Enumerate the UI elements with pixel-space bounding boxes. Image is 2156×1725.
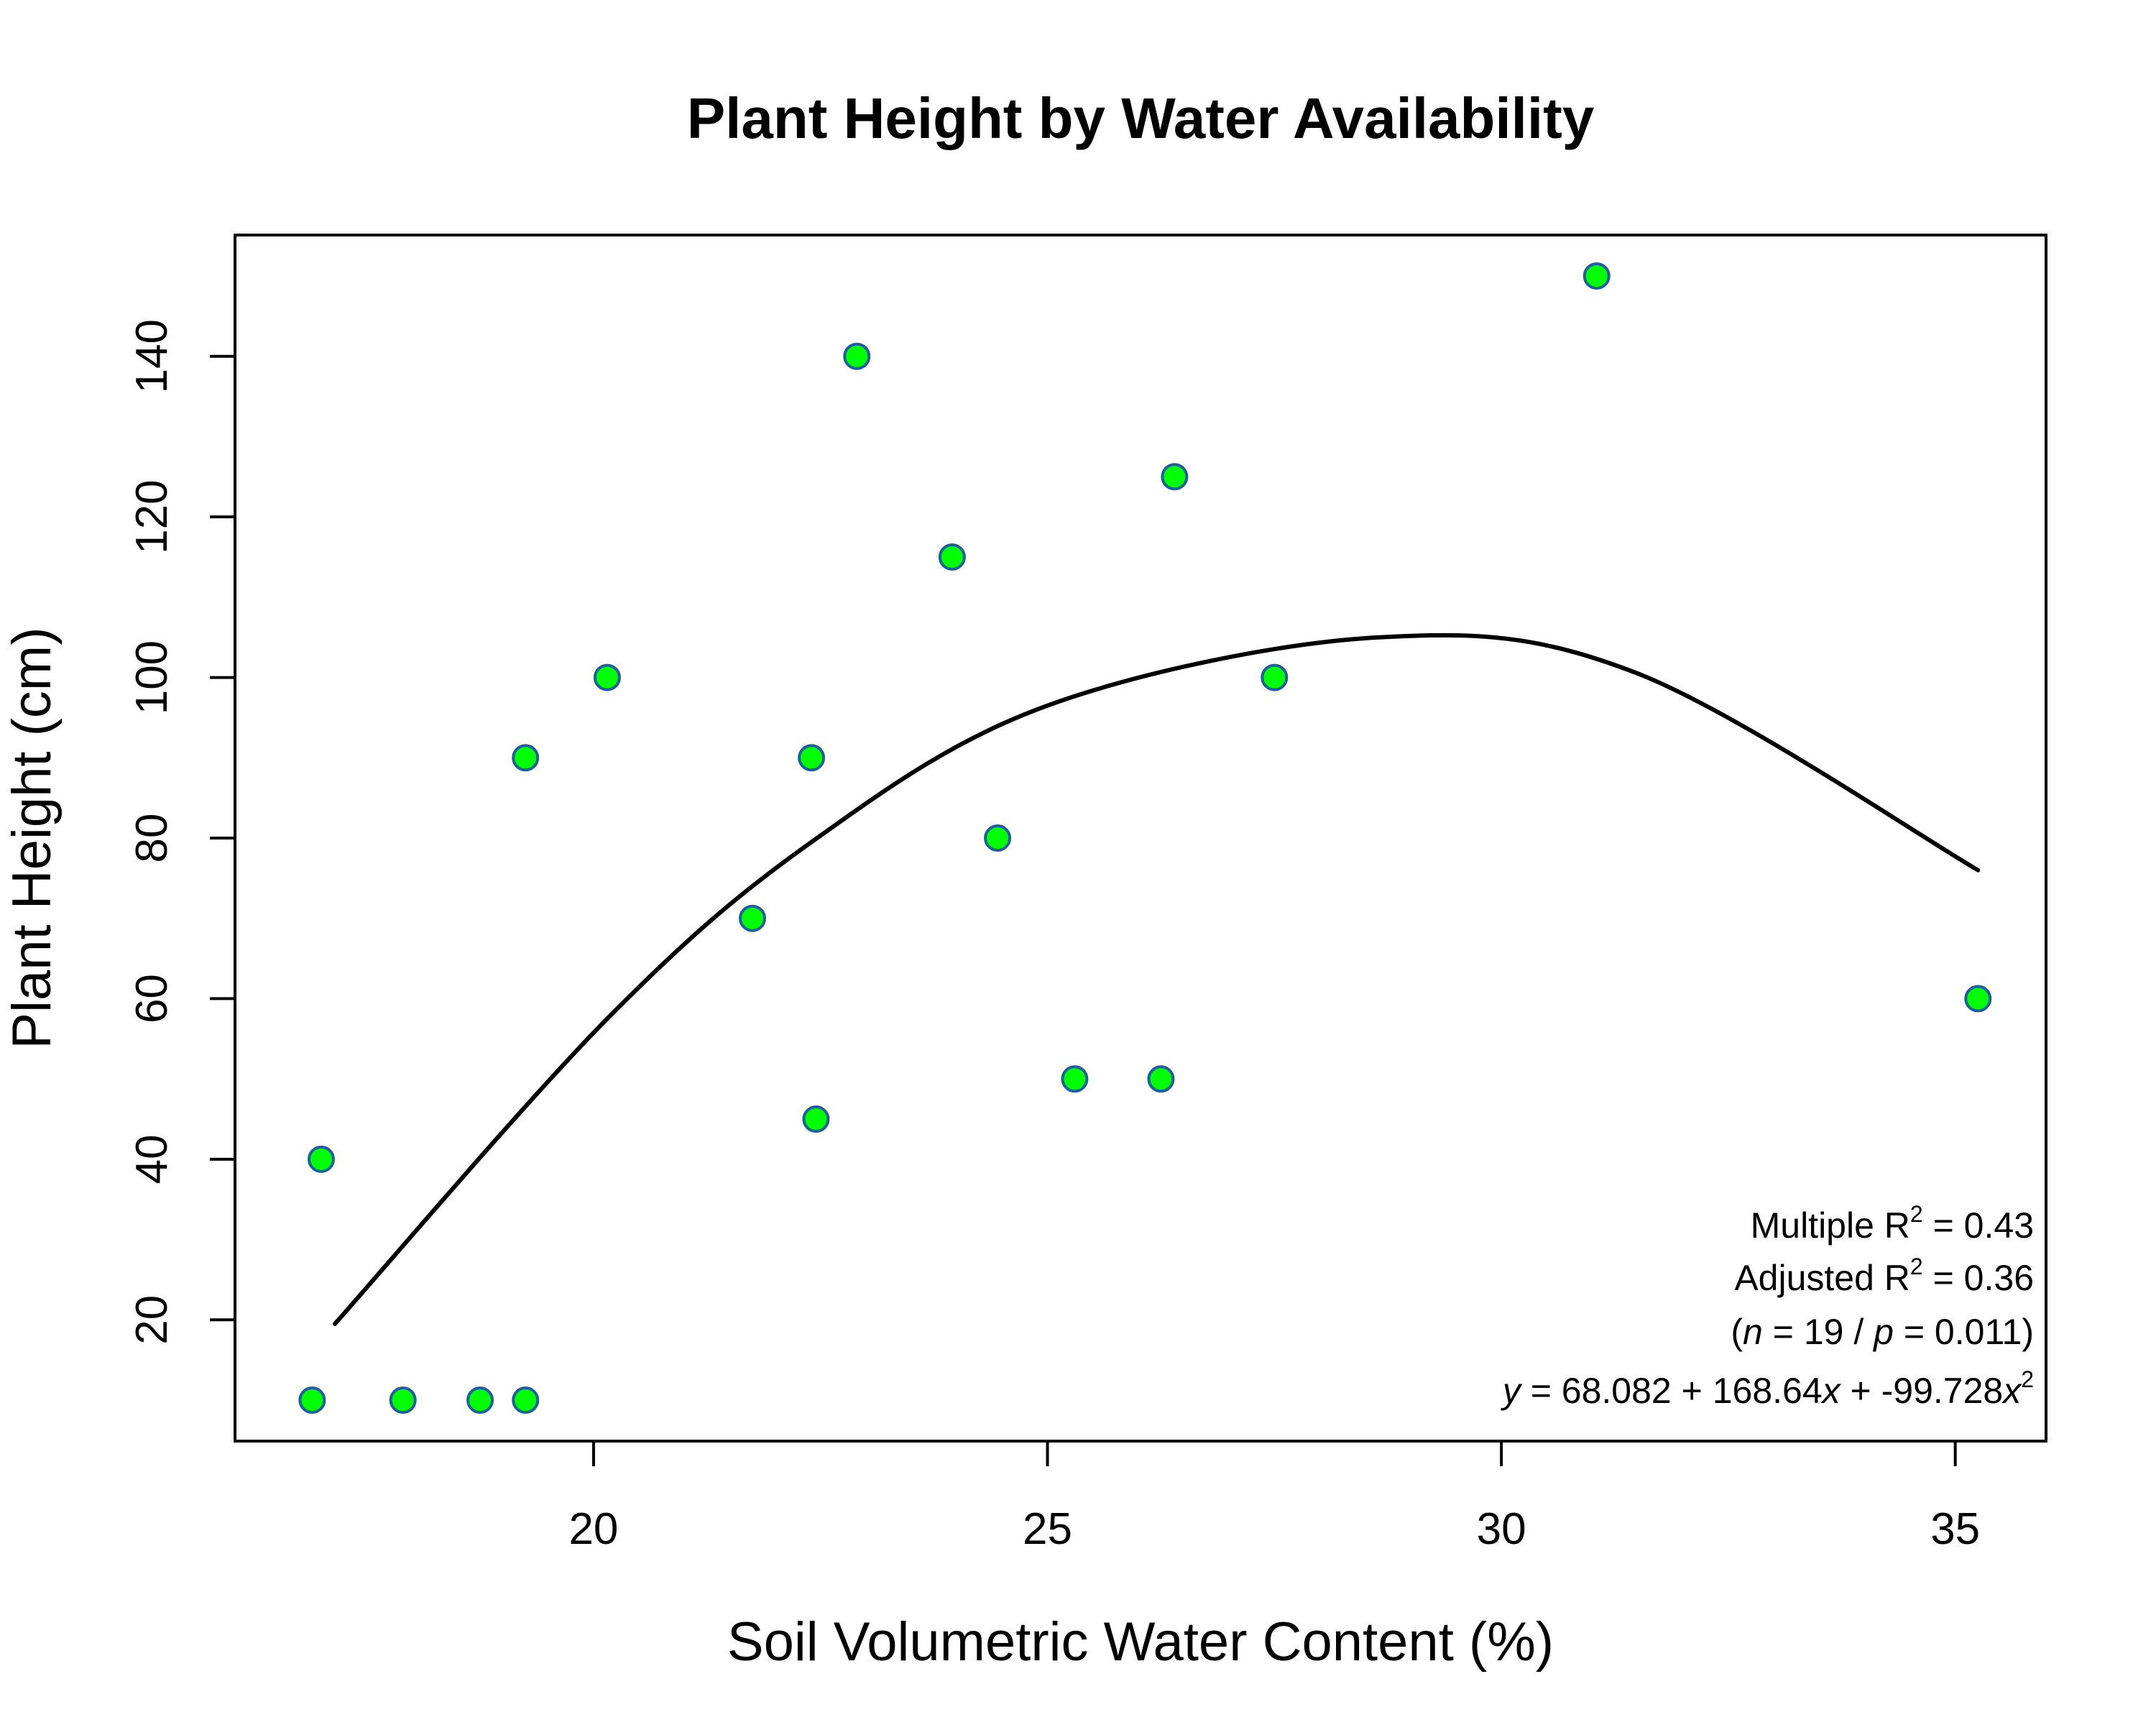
y-tick-label: 100	[127, 640, 177, 714]
chart-title: Plant Height by Water Availability	[687, 86, 1595, 150]
x-axis-label: Soil Volumetric Water Content (%)	[727, 1611, 1554, 1673]
data-point	[938, 543, 966, 571]
data-point	[1061, 1065, 1089, 1093]
y-tick-label: 20	[127, 1295, 177, 1345]
x-tick-label: 35	[1930, 1504, 1980, 1554]
sample-size-pvalue-annotation: (n = 19 / p = 0.011)	[1731, 1312, 2034, 1352]
y-tick-label: 40	[127, 1134, 177, 1184]
data-point	[512, 1386, 540, 1414]
x-tick-label: 25	[1023, 1504, 1072, 1554]
data-point	[512, 744, 540, 772]
adjusted-r2-annotation: Adjusted R2 = 0.36	[1734, 1254, 2034, 1298]
data-point	[1161, 463, 1189, 491]
data-points	[298, 262, 1992, 1414]
data-point	[298, 1386, 326, 1414]
data-point	[739, 904, 766, 932]
data-point	[593, 663, 621, 691]
y-tick-label: 140	[127, 319, 177, 393]
y-tick-label: 80	[127, 814, 177, 863]
y-axis-label: Plant Height (cm)	[1, 627, 63, 1049]
data-point	[984, 824, 1012, 852]
data-point	[843, 342, 871, 370]
x-tick-label: 30	[1477, 1504, 1526, 1554]
y-tick-label: 120	[127, 479, 177, 553]
data-point	[389, 1386, 417, 1414]
data-point	[802, 1105, 830, 1133]
x-tick-label: 20	[568, 1504, 618, 1554]
data-point	[1583, 262, 1611, 290]
data-point	[798, 744, 826, 772]
data-point	[1147, 1065, 1175, 1093]
multiple-r2-annotation: Multiple R2 = 0.43	[1751, 1201, 2034, 1246]
data-point	[466, 1386, 494, 1414]
regression-curve	[332, 632, 1981, 1326]
model-statistics: Multiple R2 = 0.43 Adjusted R2 = 0.36 (n…	[1501, 1201, 2034, 1411]
regression-equation-annotation: y = 68.082 + 168.64x + -99.728x2	[1501, 1366, 2034, 1411]
data-point	[1261, 663, 1289, 691]
data-point	[308, 1145, 335, 1173]
x-axis: 20 25 30 35	[568, 1440, 1980, 1554]
y-axis: 20 40 60 80 100 120 140	[127, 319, 235, 1345]
data-point	[1964, 985, 1992, 1013]
y-tick-label: 60	[127, 974, 177, 1024]
